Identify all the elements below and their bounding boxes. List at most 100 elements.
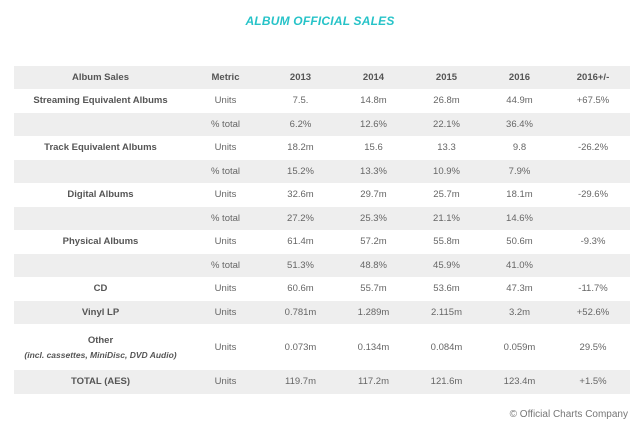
table-row: Track Equivalent Albums Units 18.2m 15.6 13.… <box>14 136 630 160</box>
value-2014: 12.6% <box>360 118 387 130</box>
row-label: Digital Albums <box>67 189 134 201</box>
row-label: Streaming Equivalent Albums <box>33 95 168 107</box>
header-metric: Metric <box>187 66 264 89</box>
value-2015: 53.6m <box>433 283 460 295</box>
table-row: % total 51.3% 48.8% 45.9% 41.0% <box>14 253 630 278</box>
table-row: TOTAL (AES) Units 119.7m 117.2m 121.6m 123.4m… <box>14 370 630 394</box>
value-2015: 25.7m <box>433 189 460 201</box>
value-2015: 10.9% <box>433 165 460 177</box>
row-label-cell <box>14 207 187 231</box>
table-row: CD Units 60.6m 55.7m 53.6m 47.3m -11.7% <box>14 277 630 301</box>
row-label-cell <box>14 113 187 137</box>
table-row: % total 6.2% 12.6% 22.1% 36.4% <box>14 112 630 137</box>
row-label-cell: Streaming Equivalent Albums <box>14 89 187 113</box>
header-2016: 2016 <box>483 66 556 89</box>
change-cell <box>556 113 630 137</box>
row-label-cell: Digital Albums <box>14 183 187 207</box>
value-2015: 13.3 <box>437 142 456 154</box>
table-row: % total 27.2% 25.3% 21.1% 14.6% <box>14 206 630 231</box>
value-2016: 9.8 <box>512 142 527 154</box>
change-cell: -11.7% <box>578 283 608 295</box>
copyright-credit: © Official Charts Company <box>509 409 628 420</box>
value-2014: 48.8% <box>360 259 387 271</box>
value-2015: 2.115m <box>431 306 462 318</box>
value-2013: 32.6m <box>287 189 314 201</box>
metric-cell: Units <box>214 283 237 295</box>
metric-cell: % total <box>210 259 241 271</box>
header-2014: 2014 <box>337 66 410 89</box>
change-cell: 29.5% <box>579 341 607 353</box>
value-2013: 15.2% <box>287 165 314 177</box>
value-2014: 25.3% <box>360 212 387 224</box>
value-2014: 117.2m <box>358 376 389 388</box>
header-row: Album Sales Metric 2013 2014 2015 2016 2… <box>14 66 630 89</box>
table-row: Vinyl LP Units 0.781m 1.289m 2.115m 3.2m +52.6… <box>14 300 630 324</box>
value-2014: 15.6 <box>364 142 383 154</box>
table-row: Other (incl. cassettes, MiniDisc, DVD Aud… <box>14 324 630 370</box>
value-2016: 41.0% <box>506 259 533 271</box>
change-cell: -29.6% <box>577 189 609 201</box>
value-2016: 50.6m <box>506 236 533 248</box>
table-row: % total 15.2% 13.3% 10.9% 7.9% <box>14 159 630 184</box>
value-2016: 3.2m <box>508 306 531 318</box>
value-2014: 13.3% <box>360 165 387 177</box>
value-2015: 26.8m <box>433 95 460 107</box>
header-2013: 2013 <box>264 66 337 89</box>
metric-cell: Units <box>214 142 237 154</box>
value-2013: 119.7m <box>285 376 316 388</box>
row-label-cell: CD <box>14 277 187 301</box>
row-label-cell: TOTAL (AES) <box>14 370 187 394</box>
value-2015: 22.1% <box>433 118 460 130</box>
value-2015: 21.1% <box>433 212 460 224</box>
metric-cell: % total <box>210 165 241 177</box>
value-2013: 0.073m <box>284 341 317 353</box>
value-2014: 14.8m <box>360 95 387 107</box>
header-2015: 2015 <box>410 66 483 89</box>
value-2015: 55.8m <box>433 236 460 248</box>
header-change: 2016+/- <box>556 66 630 89</box>
row-label: Track Equivalent Albums <box>44 142 157 154</box>
metric-cell: Units <box>214 95 237 107</box>
value-2013: 7.5. <box>292 95 309 107</box>
metric-cell: % total <box>210 118 241 130</box>
value-2016: 18.1m <box>506 189 533 201</box>
value-2014: 55.7m <box>360 283 387 295</box>
row-label: TOTAL (AES) <box>70 376 131 388</box>
value-2014: 29.7m <box>360 189 387 201</box>
value-2015: 0.084m <box>430 341 463 353</box>
table-title: ALBUM OFFICIAL SALES <box>245 14 395 28</box>
value-2016: 47.3m <box>506 283 533 295</box>
change-cell <box>556 160 630 184</box>
metric-cell: Units <box>214 306 237 318</box>
value-2014: 57.2m <box>360 236 387 248</box>
value-2016: 14.6% <box>506 212 533 224</box>
metric-cell: % total <box>210 212 241 224</box>
row-label-cell <box>14 254 187 278</box>
value-2015: 121.6m <box>430 376 463 388</box>
row-label: Other <box>87 334 114 346</box>
change-cell: -9.3% <box>580 236 606 248</box>
row-label-cell: Physical Albums <box>14 230 187 254</box>
value-2013: 6.2% <box>289 118 312 130</box>
change-cell: -26.2% <box>577 142 609 154</box>
value-2015: 45.9% <box>433 259 460 271</box>
metric-cell: Units <box>214 341 237 353</box>
value-2014: 0.134m <box>357 341 390 353</box>
value-2014: 1.289m <box>357 306 390 318</box>
value-2016: 44.9m <box>506 95 533 107</box>
table-row: Physical Albums Units 61.4m 57.2m 55.8m 50.6m… <box>14 230 630 254</box>
row-label-cell: Other (incl. cassettes, MiniDisc, DVD Aud… <box>14 324 187 370</box>
value-2016: 0.059m <box>503 341 536 353</box>
value-2013: 0.781m <box>284 306 317 318</box>
header-album-sales: Album Sales <box>14 66 187 89</box>
row-label: Vinyl LP <box>81 306 120 318</box>
change-cell <box>556 207 630 231</box>
row-label-cell: Track Equivalent Albums <box>14 136 187 160</box>
row-label: Physical Albums <box>62 236 139 248</box>
row-label-cell <box>14 160 187 184</box>
metric-cell: Units <box>214 236 237 248</box>
change-cell: +67.5% <box>576 95 610 107</box>
table-row: Streaming Equivalent Albums Units 7.5. 14.8… <box>14 89 630 113</box>
album-sales-table: Album Sales Metric 2013 2014 2015 2016 2… <box>14 66 630 394</box>
change-cell <box>556 254 630 278</box>
